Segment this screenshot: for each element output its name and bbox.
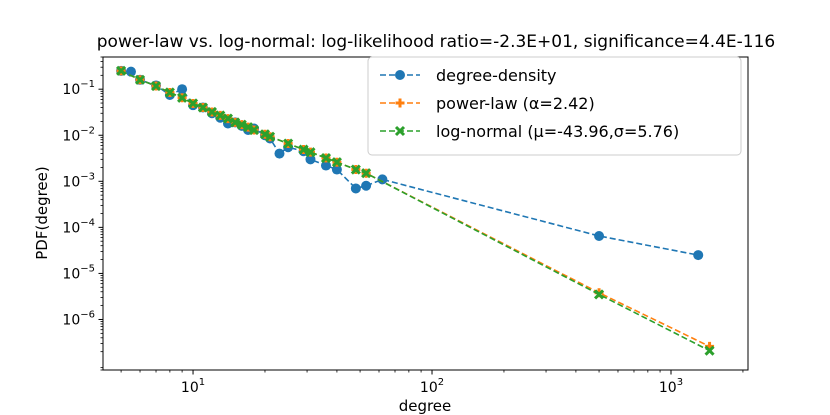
log-normal-point (197, 102, 208, 113)
degree-density-point (361, 180, 372, 191)
legend-label: log-normal (μ=-43.96,σ=5.76) (436, 122, 679, 141)
log-normal-point (134, 74, 146, 85)
legend-frame (367, 56, 742, 156)
legend-label: degree-density (436, 66, 557, 85)
x-tick-label: 103 (659, 377, 683, 396)
legend-marker (395, 70, 405, 80)
log-normal-point (164, 87, 175, 98)
degree-density-point (305, 154, 316, 165)
y-tick-label: 10−1 (62, 79, 95, 98)
legend: degree-density power-law (α=2.42) log-norm… (367, 56, 742, 156)
log-normal-point (305, 147, 316, 158)
degree-density-point (377, 174, 388, 185)
legend-items: degree-density power-law (α=2.42) log-norm… (380, 66, 679, 141)
y-axis-ticks: 10−6 10−5 10−4 10−3 10−2 10−1 (62, 56, 103, 371)
log-normal-point (350, 164, 361, 175)
legend-label: power-law (α=2.42) (436, 94, 595, 113)
legend-item-power-law: power-law (α=2.42) (380, 94, 595, 113)
log-normal-point (593, 289, 605, 300)
degree-density-point (331, 164, 342, 175)
chart-title: power-law vs. log-normal: log-likelihood… (97, 32, 775, 52)
log-normal-point (215, 110, 226, 121)
y-tick-label: 10−4 (62, 217, 95, 236)
log-normal-point (248, 124, 260, 136)
log-normal-point (116, 65, 127, 76)
log-normal-point (704, 345, 715, 356)
log-normal-point (150, 80, 162, 92)
log-normal-point (243, 122, 254, 133)
legend-item-degree-density: degree-density (380, 66, 557, 85)
legend-marker (395, 98, 405, 108)
log-normal-point (259, 129, 271, 140)
degree-density-point (125, 66, 136, 77)
y-tick-label: 10−5 (62, 263, 95, 282)
legend-marker (394, 125, 406, 137)
y-tick-label: 10−3 (62, 171, 95, 190)
log-normal-point (187, 98, 199, 109)
log-normal-point (283, 138, 294, 149)
log-normal-point (331, 157, 342, 168)
degree-density-point (693, 250, 704, 261)
log-normal-point (264, 131, 276, 142)
series-log-normal (116, 65, 715, 356)
x-axis-ticks: 101 102 103 (120, 370, 744, 396)
legend-item-log-normal: log-normal (μ=-43.96,σ=5.76) (380, 122, 679, 141)
log-normal-point (320, 152, 332, 164)
degree-density-point (274, 148, 285, 159)
series-layer (116, 65, 715, 356)
log-normal-point (361, 168, 372, 179)
log-normal-point (222, 113, 234, 124)
x-axis-label: degree (399, 397, 452, 415)
x-tick-label: 101 (181, 377, 205, 396)
degree-density-point (320, 160, 331, 171)
degree-density-point (594, 230, 605, 241)
y-tick-label: 10−2 (62, 125, 95, 144)
log-normal-point (206, 106, 218, 118)
log-normal-point (177, 92, 188, 103)
y-tick-label: 10−6 (62, 309, 95, 328)
log-normal-point (298, 144, 309, 155)
y-axis-label: PDF(degree) (33, 166, 51, 260)
log-normal-point (230, 117, 241, 128)
log-normal-point (236, 119, 247, 130)
degree-density-point (350, 183, 361, 194)
x-tick-label: 102 (420, 377, 444, 396)
degree-density-point (177, 84, 188, 95)
